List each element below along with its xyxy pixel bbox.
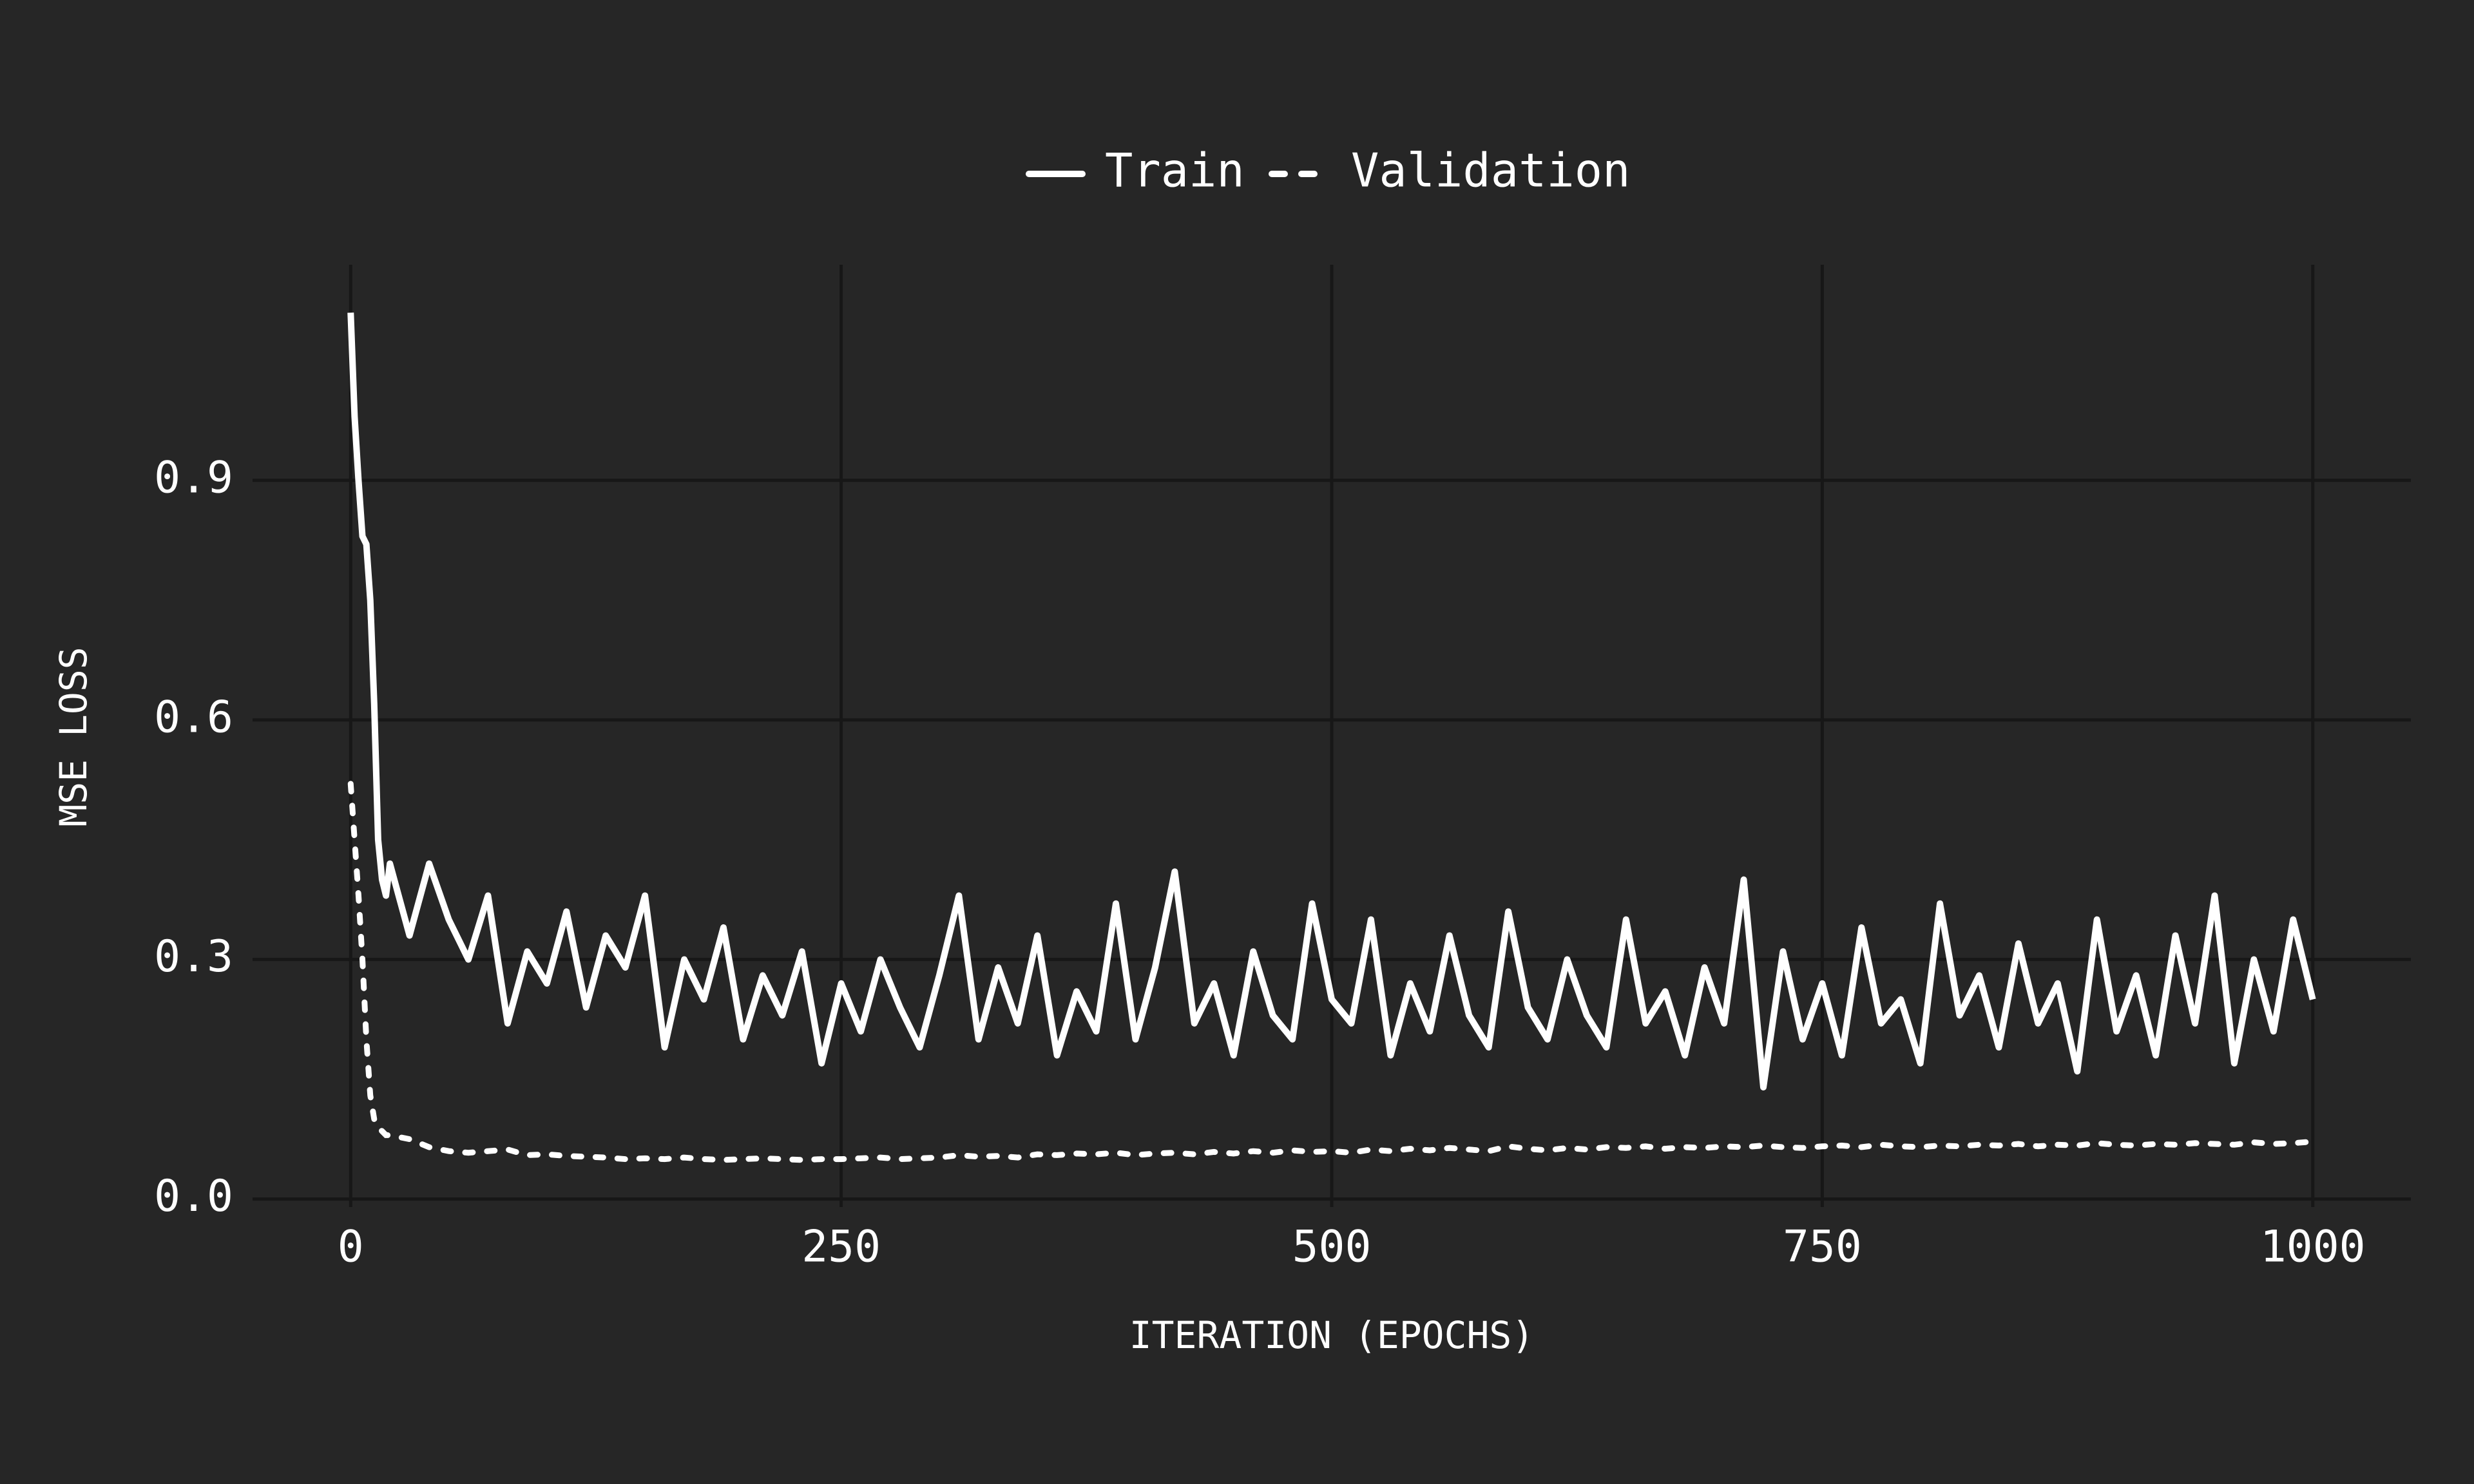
x-tick-label: 1000 bbox=[2260, 1222, 2366, 1273]
y-tick-label: 0.3 bbox=[154, 931, 233, 982]
x-axis-label: ITERATION (EPOCHS) bbox=[1129, 1313, 1535, 1357]
x-tick-label: 0 bbox=[338, 1222, 364, 1273]
y-tick-label: 0.0 bbox=[154, 1171, 233, 1222]
y-tick-label: 0.6 bbox=[154, 692, 233, 743]
series-line bbox=[347, 312, 2316, 1091]
series-line bbox=[347, 781, 2316, 1163]
y-axis-label: MSE LOSS bbox=[52, 647, 95, 826]
x-tick-label: 250 bbox=[801, 1222, 881, 1273]
legend-label: Train bbox=[1105, 144, 1245, 198]
x-tick-label: 500 bbox=[1292, 1222, 1372, 1273]
x-tick-label: 750 bbox=[1783, 1222, 1862, 1273]
legend-label: Validation bbox=[1351, 144, 1630, 198]
y-tick-label: 0.9 bbox=[154, 452, 233, 503]
